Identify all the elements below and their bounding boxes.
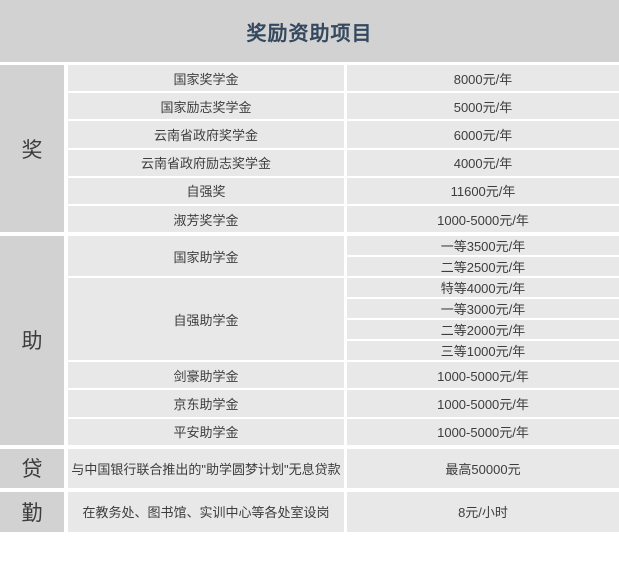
category-award: 奖 — [0, 65, 64, 233]
funding-table: 奖 国家奖学金 8000元/年 国家励志奖学金 5000元/年 云南省政府奖学金… — [0, 65, 619, 532]
table-row: 淑芳奖学金 1000-5000元/年 — [68, 205, 619, 233]
section-workstudy: 勤 在教务处、图书馆、实训中心等各处室设岗 8元/小时 — [0, 491, 619, 532]
program-amount: 1000-5000元/年 — [347, 390, 619, 417]
program-amount: 1000-5000元/年 — [347, 362, 619, 389]
program-name: 国家奖学金 — [68, 65, 344, 92]
program-amount: 8000元/年 — [347, 65, 619, 92]
program-amount: 一等3500元/年 — [347, 236, 619, 256]
program-amount: 11600元/年 — [347, 177, 619, 204]
program-name: 平安助学金 — [68, 418, 344, 445]
program-amount: 三等1000元/年 — [347, 341, 619, 361]
table-row-group: 国家助学金 一等3500元/年 二等2500元/年 — [68, 236, 619, 277]
program-amount: 一等3000元/年 — [347, 299, 619, 319]
program-name: 云南省政府奖学金 — [68, 121, 344, 148]
program-amount: 1000-5000元/年 — [347, 205, 619, 233]
table-row-group: 自强助学金 特等4000元/年 一等3000元/年 二等2000元/年 三等10… — [68, 278, 619, 361]
table-row: 云南省政府奖学金 6000元/年 — [68, 121, 619, 148]
table-row: 剑豪助学金 1000-5000元/年 — [68, 362, 619, 389]
table-row: 与中国银行联合推出的"助学圆梦计划"无息贷款 最高50000元 — [68, 448, 619, 488]
table-row: 在教务处、图书馆、实训中心等各处室设岗 8元/小时 — [68, 491, 619, 532]
table-row: 国家奖学金 8000元/年 — [68, 65, 619, 92]
program-name: 自强助学金 — [68, 278, 344, 361]
section-aid: 助 国家助学金 一等3500元/年 二等2500元/年 自强助学金 特等4000… — [0, 236, 619, 445]
table-row: 云南省政府励志奖学金 4000元/年 — [68, 149, 619, 176]
program-amount: 二等2500元/年 — [347, 257, 619, 277]
program-name: 剑豪助学金 — [68, 362, 344, 389]
section-award: 奖 国家奖学金 8000元/年 国家励志奖学金 5000元/年 云南省政府奖学金… — [0, 65, 619, 233]
program-amount: 二等2000元/年 — [347, 320, 619, 340]
program-amount: 6000元/年 — [347, 121, 619, 148]
program-name: 国家励志奖学金 — [68, 93, 344, 120]
program-name: 与中国银行联合推出的"助学圆梦计划"无息贷款 — [68, 448, 344, 488]
program-amount: 1000-5000元/年 — [347, 418, 619, 445]
table-header: 奖励资助项目 — [0, 0, 619, 62]
program-amount: 最高50000元 — [347, 448, 619, 488]
table-row: 平安助学金 1000-5000元/年 — [68, 418, 619, 445]
program-amount: 8元/小时 — [347, 491, 619, 532]
program-name: 自强奖 — [68, 177, 344, 204]
page-title: 奖励资助项目 — [246, 22, 373, 45]
category-workstudy: 勤 — [0, 491, 64, 532]
section-loan: 贷 与中国银行联合推出的"助学圆梦计划"无息贷款 最高50000元 — [0, 448, 619, 488]
table-row: 京东助学金 1000-5000元/年 — [68, 390, 619, 417]
table-row: 国家励志奖学金 5000元/年 — [68, 93, 619, 120]
category-aid: 助 — [0, 236, 64, 445]
program-name: 国家助学金 — [68, 236, 344, 277]
program-name: 云南省政府励志奖学金 — [68, 149, 344, 176]
program-amount: 特等4000元/年 — [347, 278, 619, 298]
program-name: 在教务处、图书馆、实训中心等各处室设岗 — [68, 491, 344, 532]
program-amount: 4000元/年 — [347, 149, 619, 176]
category-loan: 贷 — [0, 448, 64, 488]
program-name: 淑芳奖学金 — [68, 205, 344, 233]
table-row: 自强奖 11600元/年 — [68, 177, 619, 204]
program-amount: 5000元/年 — [347, 93, 619, 120]
program-name: 京东助学金 — [68, 390, 344, 417]
